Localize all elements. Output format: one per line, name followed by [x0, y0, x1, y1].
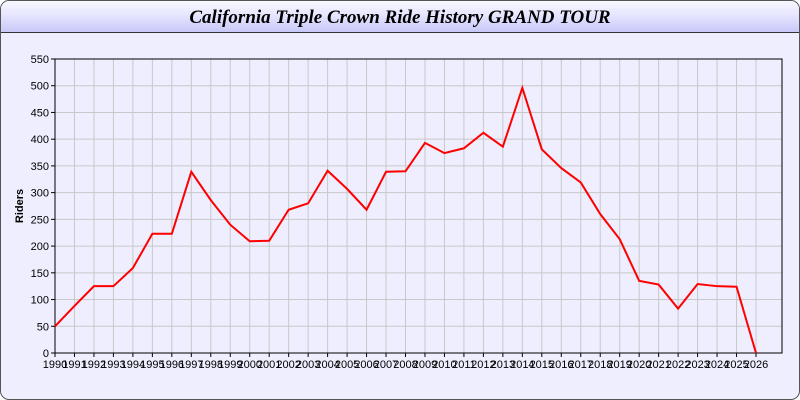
x-tick-label: 1995 — [140, 359, 164, 371]
x-tick-label: 2004 — [315, 359, 339, 371]
x-tick-label: 2005 — [335, 359, 359, 371]
grid — [55, 59, 782, 353]
x-tick-label: 2010 — [432, 359, 456, 371]
chart-title: California Triple Crown Ride History GRA… — [189, 7, 611, 28]
x-tick-label: 2025 — [724, 359, 748, 371]
y-tick-label: 300 — [31, 188, 49, 200]
y-tick-label: 400 — [31, 134, 49, 146]
y-axis: 0 50 100 150 200 250 300 350 400 450 500 550 — [31, 54, 55, 360]
x-tick-label: 2014 — [510, 359, 534, 371]
x-tick-label: 2011 — [452, 359, 476, 371]
y-tick-label: 50 — [37, 321, 49, 333]
y-tick-label: 500 — [31, 81, 49, 93]
x-tick-label: 1996 — [160, 359, 184, 371]
x-tick-label: 2021 — [646, 359, 670, 371]
x-tick-label: 2017 — [569, 359, 593, 371]
y-tick-label: 550 — [31, 54, 49, 66]
x-tick-label: 2008 — [393, 359, 417, 371]
x-tick-label: 2023 — [685, 359, 709, 371]
y-tick-label: 350 — [31, 161, 49, 173]
x-tick-label: 1998 — [199, 359, 223, 371]
x-tick-label: 2013 — [491, 359, 515, 371]
x-tick-label: 2016 — [549, 359, 573, 371]
x-tick-label: 2026 — [744, 359, 768, 371]
y-tick-label: 250 — [31, 214, 49, 226]
x-tick-label: 2001 — [257, 359, 281, 371]
x-tick-label: 1992 — [82, 359, 106, 371]
y-tick-label: 450 — [31, 107, 49, 119]
x-tick-label: 2000 — [237, 359, 261, 371]
title-bar: California Triple Crown Ride History GRA… — [1, 1, 799, 33]
x-tick-label: 2007 — [374, 359, 398, 371]
y-tick-label: 0 — [43, 348, 49, 360]
x-tick-label: 1993 — [101, 359, 125, 371]
x-tick-label: 2015 — [530, 359, 554, 371]
y-tick-label: 150 — [31, 268, 49, 280]
y-tick-label: 200 — [31, 241, 49, 253]
x-tick-label: 1997 — [179, 359, 203, 371]
x-axis: 1990199119921993199419951996199719981999… — [43, 353, 768, 371]
x-tick-label: 2022 — [666, 359, 690, 371]
y-axis-label: Riders — [14, 189, 26, 223]
x-tick-label: 2009 — [413, 359, 437, 371]
x-tick-label: 1990 — [43, 359, 67, 371]
x-tick-label: 2018 — [588, 359, 612, 371]
x-tick-label: 2024 — [705, 359, 729, 371]
x-tick-label: 2002 — [276, 359, 300, 371]
x-tick-label: 1999 — [218, 359, 242, 371]
x-tick-label: 2003 — [296, 359, 320, 371]
x-tick-label: 2006 — [354, 359, 378, 371]
y-tick-label: 100 — [31, 295, 49, 307]
x-tick-label: 1991 — [62, 359, 86, 371]
x-tick-label: 2012 — [471, 359, 495, 371]
x-tick-label: 2019 — [607, 359, 631, 371]
x-tick-label: 1994 — [121, 359, 145, 371]
x-tick-label: 2020 — [627, 359, 651, 371]
plot-area-border — [54, 58, 783, 354]
